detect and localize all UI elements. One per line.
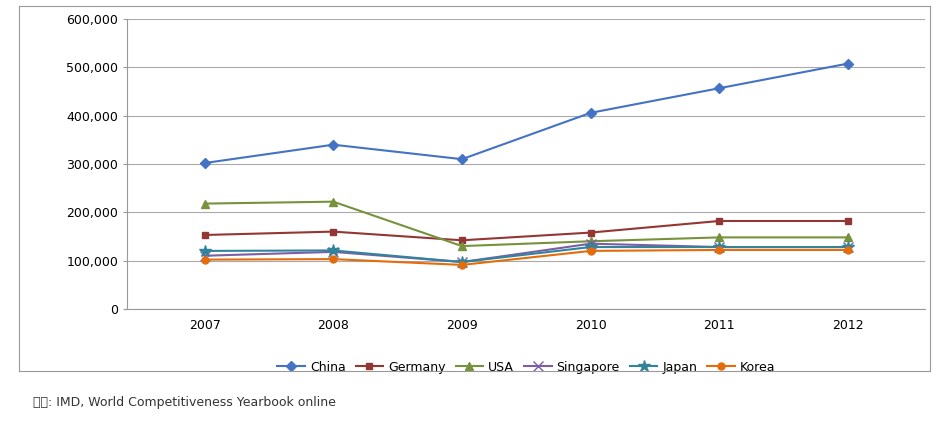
Japan [842, 245, 853, 250]
Germany [328, 229, 339, 234]
USA [842, 235, 853, 240]
Japan [199, 248, 211, 253]
Japan [714, 245, 725, 250]
Germany [456, 238, 467, 243]
Korea [585, 248, 597, 253]
Korea [199, 257, 211, 262]
Singapore [328, 249, 339, 254]
USA [199, 201, 211, 206]
China [585, 110, 597, 115]
Germany [199, 233, 211, 238]
Text: 출처: IMD, World Competitiveness Yearbook online: 출처: IMD, World Competitiveness Yearbook … [33, 396, 336, 409]
Line: USA: USA [200, 198, 852, 250]
Line: Germany: Germany [201, 218, 851, 244]
Germany [842, 219, 853, 224]
Japan [456, 259, 467, 265]
Legend: China, Germany, USA, Singapore, Japan, Korea: China, Germany, USA, Singapore, Japan, K… [273, 356, 780, 379]
Line: Singapore: Singapore [200, 239, 852, 267]
Japan [585, 245, 597, 250]
China [328, 142, 339, 147]
USA [714, 235, 725, 240]
Line: Korea: Korea [201, 247, 851, 268]
Singapore [585, 241, 597, 246]
Line: China: China [201, 60, 851, 167]
Germany [585, 230, 597, 235]
USA [585, 239, 597, 244]
Korea [328, 256, 339, 262]
Korea [714, 248, 725, 253]
Singapore [456, 259, 467, 265]
Singapore [714, 245, 725, 250]
Line: Japan: Japan [198, 241, 854, 268]
China [199, 161, 211, 166]
China [714, 86, 725, 91]
USA [456, 244, 467, 249]
USA [328, 199, 339, 204]
Japan [328, 248, 339, 253]
Korea [842, 248, 853, 253]
Korea [456, 262, 467, 268]
China [456, 157, 467, 162]
China [842, 61, 853, 66]
Singapore [842, 245, 853, 250]
Singapore [199, 253, 211, 258]
Germany [714, 219, 725, 224]
